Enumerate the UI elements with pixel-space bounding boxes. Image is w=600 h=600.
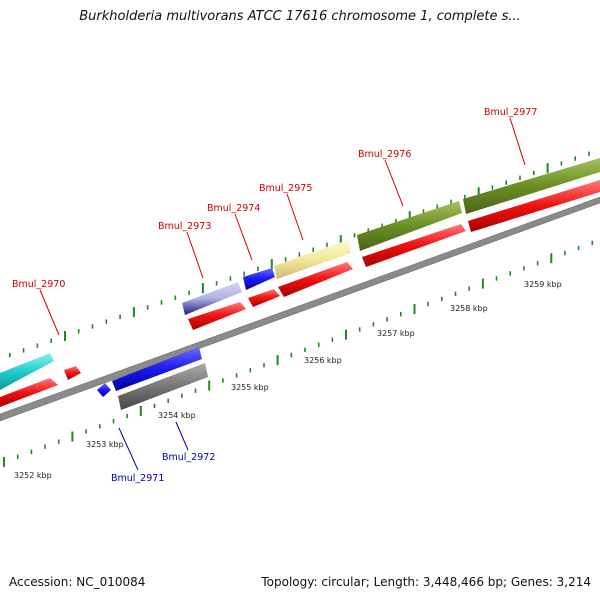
cds-bar-red: [278, 262, 353, 297]
cds-bar-red: [188, 302, 246, 330]
gene-bar-olive: [357, 201, 462, 251]
gene-bar-cyan: [0, 353, 54, 390]
scale-label: 3253 kbp: [86, 440, 124, 449]
gene-leader-line: [384, 159, 404, 207]
gene-leader-line: [175, 421, 189, 451]
gene-leader-line: [286, 193, 304, 241]
gene-leader-line: [186, 231, 204, 279]
gene-label: Bmul_2972: [162, 452, 215, 463]
tick-row-lower: [3, 240, 594, 467]
cds-bar-red: [0, 378, 58, 407]
scale-label: 3259 kbp: [524, 280, 562, 289]
genome-backbone: [0, 196, 600, 422]
map-title: Burkholderia multivorans ATCC 17616 chro…: [79, 9, 521, 24]
scale-label: 3256 kbp: [304, 356, 342, 365]
gene-bar-blue: [97, 383, 111, 397]
scale-label: 3255 kbp: [231, 383, 269, 392]
cds-bar-red: [248, 289, 280, 307]
gene-leader-line: [509, 117, 526, 166]
gene-label: Bmul_2974: [207, 203, 260, 214]
gene-leader-line: [39, 289, 60, 336]
genome-summary-text: Topology: circular; Length: 3,448,466 bp…: [261, 575, 591, 589]
scale-label: 3252 kbp: [14, 471, 52, 480]
gene-bar-grey: [118, 363, 208, 410]
scale-label: 3258 kbp: [450, 304, 488, 313]
gene-label: Bmul_2973: [158, 221, 211, 232]
cds-bar-red: [468, 180, 600, 232]
gene-bar-olive: [463, 158, 600, 214]
scale-label: 3254 kbp: [158, 411, 196, 420]
gene-label: Bmul_2976: [358, 149, 411, 160]
accession-text: Accession: NC_010084: [9, 575, 146, 589]
gene-leader-line: [234, 213, 253, 261]
gene-leader-line: [118, 427, 139, 471]
gene-label: Bmul_2971: [111, 473, 164, 484]
gene-bar-blue: [112, 347, 202, 391]
gene-label: Bmul_2977: [484, 107, 537, 118]
scale-label: 3257 kbp: [377, 329, 415, 338]
gene-bar-yellow: [274, 240, 351, 279]
cds-bar-red: [64, 366, 81, 380]
cds-bar-red: [362, 224, 466, 267]
gene-bar-blue: [243, 268, 275, 290]
gene-label: Bmul_2970: [12, 279, 65, 290]
gene-label: Bmul_2975: [259, 183, 312, 194]
gene-bar-lavender: [182, 282, 242, 315]
